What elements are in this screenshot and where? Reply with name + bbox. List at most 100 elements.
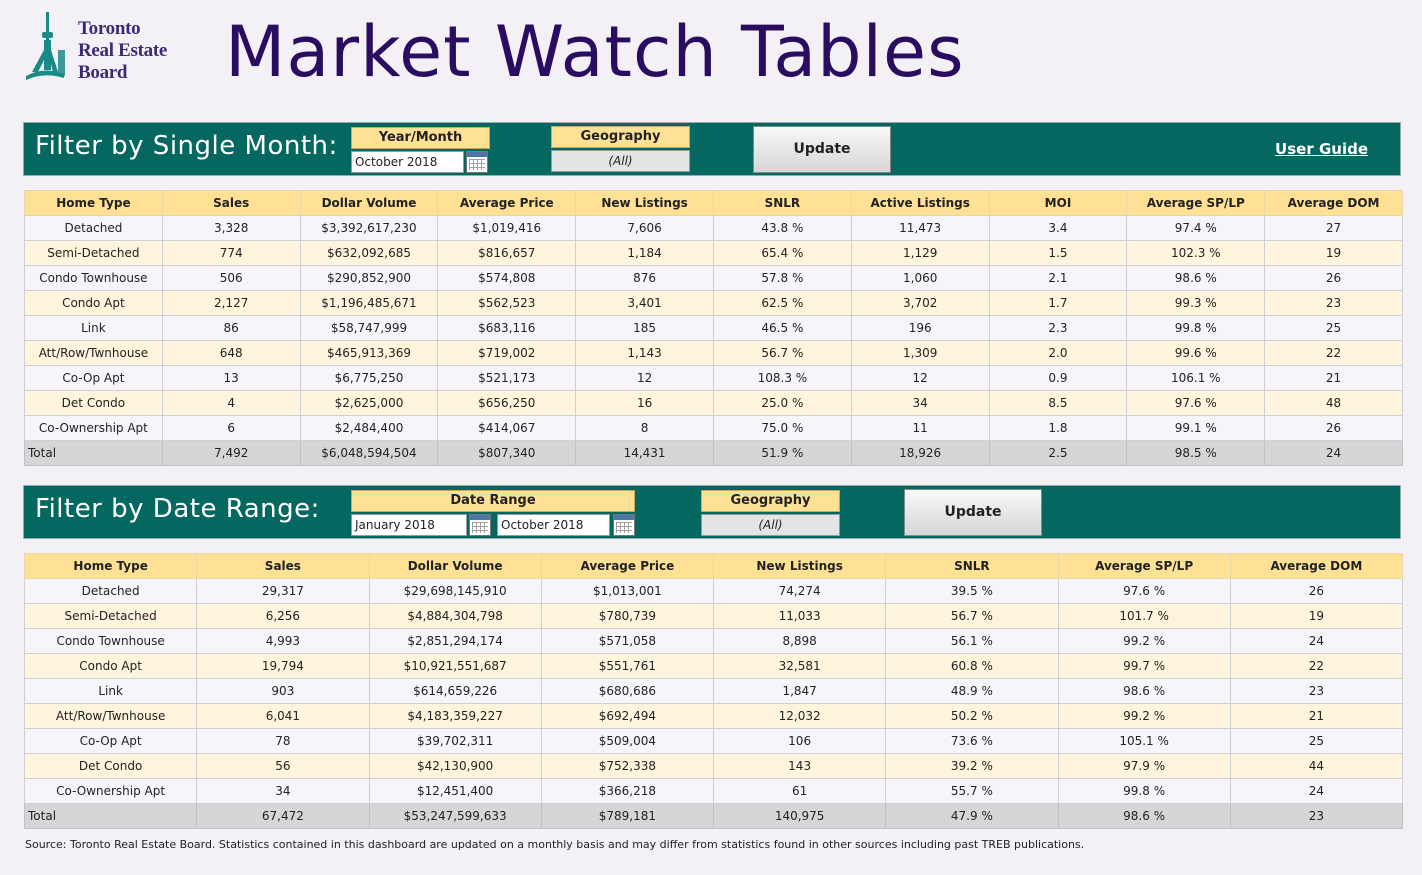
geography-select[interactable]: (All) [551, 150, 690, 172]
table-cell: $4,183,359,227 [368, 703, 542, 729]
table-cell: $366,218 [540, 778, 715, 804]
home-type-cell: Detached [24, 215, 163, 241]
column-header[interactable]: Average DOM [1264, 190, 1403, 216]
table-cell: 74,274 [712, 578, 887, 604]
update-button[interactable]: Update [904, 489, 1042, 536]
year-month-input[interactable]: October 2018 [351, 151, 464, 173]
table-row: Co-Op Apt 13 $6,775,250 $521,173 12 108.3 % 12… [24, 365, 1403, 391]
table-row: Att/Row/Twnhouse 648 $465,913,369 $719,002 1… [24, 340, 1403, 366]
calendar-icon[interactable] [466, 151, 488, 173]
total-cell: 18,926 [850, 440, 990, 466]
column-header[interactable]: Average Price [437, 190, 577, 216]
column-header[interactable]: Sales [161, 190, 301, 216]
logo-wordmark: Toronto Real Estate Board [78, 18, 167, 84]
column-header[interactable]: MOI [988, 190, 1128, 216]
column-header[interactable]: Average Price [540, 553, 715, 579]
home-type-cell: Condo Townhouse [24, 265, 163, 291]
table-cell: 101.7 % [1057, 603, 1231, 629]
table-cell: 11 [850, 415, 990, 441]
home-type-cell: Detached [23, 578, 198, 604]
table-cell: 99.1 % [1126, 415, 1266, 441]
table-cell: 1,143 [575, 340, 714, 366]
geography-label: Geography [551, 126, 690, 148]
date-range-end-input[interactable]: October 2018 [497, 514, 610, 536]
table-cell: 12,032 [712, 703, 887, 729]
table-cell: 6,256 [196, 603, 370, 629]
table-cell: 24 [1229, 628, 1404, 654]
table-cell: $1,013,001 [540, 578, 715, 604]
table-cell: $680,686 [540, 678, 715, 704]
table-cell: 98.6 % [1126, 265, 1266, 291]
column-header[interactable]: Dollar Volume [368, 553, 542, 579]
column-header[interactable]: Average SP/LP [1057, 553, 1231, 579]
table-cell: $10,921,551,687 [368, 653, 542, 679]
home-type-cell: Det Condo [23, 753, 198, 779]
total-label-cell: Total [23, 803, 198, 829]
column-header[interactable]: SNLR [885, 553, 1059, 579]
table-row: Condo Apt 19,794 $10,921,551,687 $551,761 32… [23, 653, 1404, 679]
table-cell: 102.3 % [1126, 240, 1266, 266]
table-cell: 39.5 % [885, 578, 1059, 604]
date-range-start-input[interactable]: January 2018 [351, 514, 467, 536]
table-cell: 6 [161, 415, 301, 441]
single-month-table-body: Detached 3,328 $3,392,617,230 $1,019,416 7,6… [24, 215, 1403, 466]
column-header[interactable]: Average DOM [1229, 553, 1404, 579]
table-cell: 8 [575, 415, 714, 441]
table-cell: $3,392,617,230 [299, 215, 439, 241]
total-cell: $789,181 [540, 803, 715, 829]
column-header[interactable]: Sales [196, 553, 370, 579]
table-cell: $1,196,485,671 [299, 290, 439, 316]
column-header[interactable]: Home Type [23, 553, 198, 579]
logo-line-2: Real Estate [78, 40, 168, 61]
table-cell: 876 [575, 265, 714, 291]
table-cell: 2.1 [988, 265, 1128, 291]
update-button[interactable]: Update [753, 126, 891, 173]
home-type-cell: Link [23, 678, 198, 704]
calendar-icon[interactable] [469, 514, 491, 536]
table-cell: 11,473 [850, 215, 990, 241]
table-cell: 7,606 [575, 215, 714, 241]
table-cell: $465,913,369 [299, 340, 439, 366]
source-note: Source: Toronto Real Estate Board. Stati… [25, 838, 1085, 851]
column-header[interactable]: Active Listings [850, 190, 990, 216]
table-cell: 26 [1264, 415, 1403, 441]
table-row: Co-Ownership Apt 6 $2,484,400 $414,067 8 75.0… [24, 415, 1403, 441]
table-cell: $29,698,145,910 [368, 578, 542, 604]
total-cell: 24 [1264, 440, 1403, 466]
home-type-cell: Det Condo [24, 390, 163, 416]
table-cell: 24 [1229, 778, 1404, 804]
table-cell: 56.7 % [712, 340, 852, 366]
table-cell: $509,004 [540, 728, 715, 754]
column-header[interactable]: New Listings [575, 190, 714, 216]
table-cell: 2.0 [988, 340, 1128, 366]
table-cell: 108.3 % [712, 365, 852, 391]
column-header[interactable]: Home Type [24, 190, 163, 216]
table-cell: 75.0 % [712, 415, 852, 441]
table-cell: 56.7 % [885, 603, 1059, 629]
home-type-cell: Condo Apt [24, 290, 163, 316]
table-cell: 774 [161, 240, 301, 266]
total-cell: 51.9 % [712, 440, 852, 466]
date-range-table-body: Detached 29,317 $29,698,145,910 $1,013,001 7… [23, 578, 1404, 829]
table-cell: 22 [1229, 653, 1404, 679]
column-header[interactable]: Average SP/LP [1126, 190, 1266, 216]
geography-select[interactable]: (All) [701, 514, 840, 536]
column-header[interactable]: Dollar Volume [299, 190, 439, 216]
total-cell: 14,431 [575, 440, 714, 466]
table-cell: 57.8 % [712, 265, 852, 291]
home-type-cell: Semi-Detached [23, 603, 198, 629]
total-cell: 23 [1229, 803, 1404, 829]
table-cell: 43.8 % [712, 215, 852, 241]
table-row: Condo Townhouse 4,993 $2,851,294,174 $571,0… [23, 628, 1404, 654]
column-header[interactable]: SNLR [712, 190, 852, 216]
column-header[interactable]: New Listings [712, 553, 887, 579]
calendar-icon[interactable] [613, 514, 635, 536]
table-cell: $521,173 [437, 365, 577, 391]
table-cell: 2.3 [988, 315, 1128, 341]
user-guide-link[interactable]: User Guide [1275, 140, 1368, 158]
table-cell: $719,002 [437, 340, 577, 366]
treb-logo: Toronto Real Estate Board [24, 10, 174, 86]
table-header-row: Home Type Sales Dollar Volume Average Pr… [24, 190, 1403, 216]
table-cell: 99.2 % [1057, 628, 1231, 654]
home-type-cell: Co-Op Apt [23, 728, 198, 754]
